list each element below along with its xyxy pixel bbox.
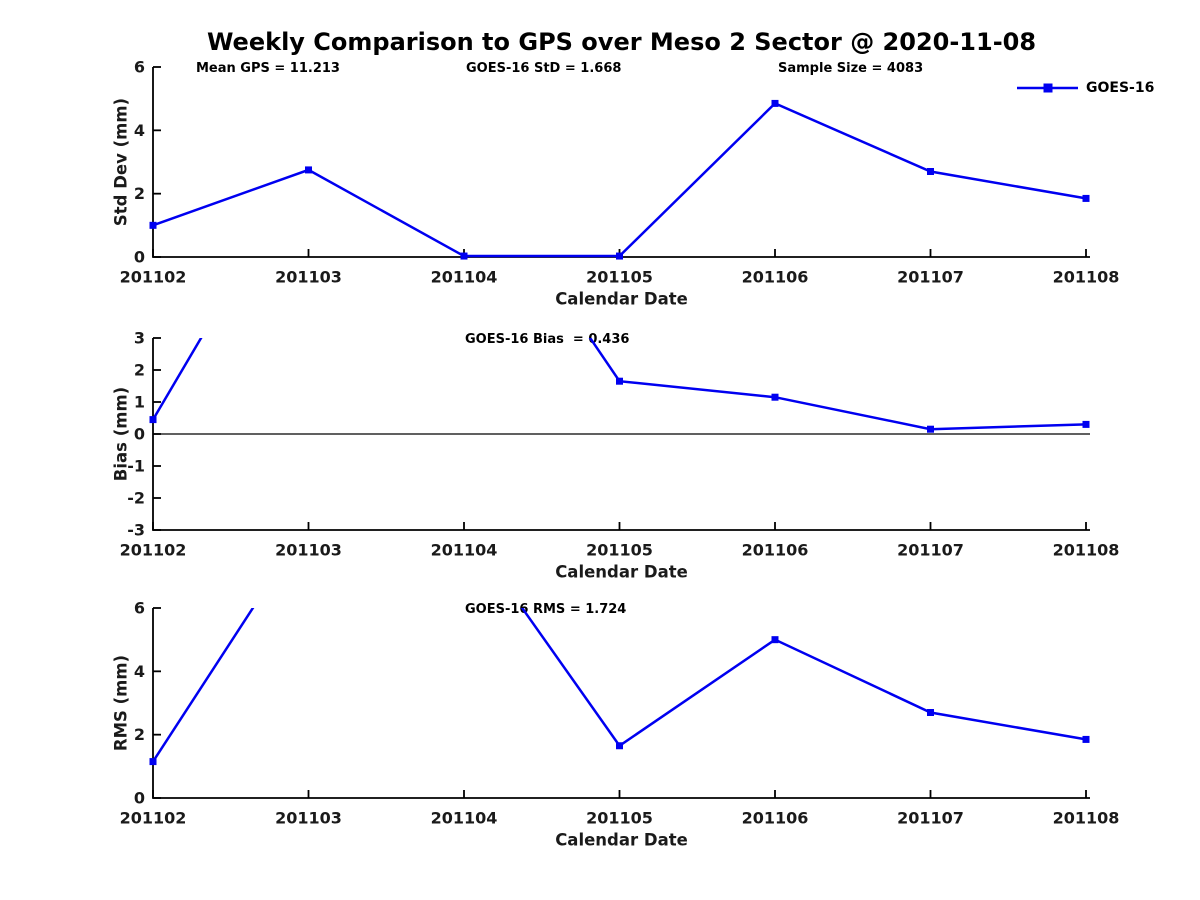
- x-tick-label: 201107: [897, 541, 964, 560]
- x-tick-label: 201104: [431, 541, 498, 560]
- x-tick-label: 201105: [586, 809, 653, 828]
- annotation: GOES-16 RMS = 1.724: [465, 602, 626, 617]
- x-tick-label: 201106: [742, 541, 809, 560]
- x-tick-label: 201105: [586, 268, 653, 287]
- x-axis-label: Calendar Date: [555, 290, 688, 309]
- y-tick-label: -2: [127, 489, 145, 508]
- x-tick-label: 201102: [120, 809, 187, 828]
- x-tick-label: 201106: [742, 268, 809, 287]
- y-tick-label: 0: [134, 425, 145, 444]
- data-point-marker: [1082, 735, 1090, 743]
- chart-rms: 0 2 4 6 201102 201103 201104 201105 201106 201107…: [112, 599, 1120, 850]
- y-tick-label: 4: [134, 121, 145, 140]
- data-point-marker: [927, 425, 934, 433]
- legend-label: GOES-16: [1086, 80, 1154, 96]
- data-point-marker: [461, 149, 468, 156]
- x-axis-label: Calendar Date: [555, 831, 688, 850]
- x-tick-label: 201102: [120, 268, 187, 287]
- x-tick-label: 201107: [897, 809, 964, 828]
- y-tick-label: 6: [134, 599, 145, 618]
- x-tick-label: 201106: [742, 809, 809, 828]
- annotation: Mean GPS = 11.213: [196, 61, 340, 76]
- y-tick-label: 6: [134, 58, 145, 77]
- data-point-marker: [149, 416, 157, 424]
- annotation: GOES-16 StD = 1.668: [466, 61, 621, 76]
- x-tick-label: 201104: [431, 268, 498, 287]
- data-point-marker: [460, 252, 468, 260]
- axes: [152, 608, 1090, 799]
- legend: GOES-16: [1017, 80, 1154, 96]
- data-point-marker: [616, 377, 623, 385]
- y-tick-label: 0: [134, 248, 145, 267]
- data-point-marker: [927, 168, 934, 175]
- y-tick-label: -3: [127, 521, 145, 540]
- y-tick-label: 2: [134, 184, 145, 203]
- data-point-marker: [771, 636, 779, 644]
- x-tick-label: 201108: [1053, 541, 1120, 560]
- series-line: [152, 101, 1087, 258]
- legend-marker: [1043, 83, 1053, 93]
- data-point-marker: [616, 252, 623, 260]
- y-tick-label: 1: [134, 393, 145, 412]
- data-point-marker: [771, 99, 779, 107]
- data-point-marker: [616, 742, 623, 750]
- y-tick-label: 2: [134, 725, 145, 744]
- chart-std-dev: 0 2 4 6 201102 201103 201104 201105 201106 201107…: [112, 58, 1155, 309]
- y-tick-label: 3: [134, 329, 145, 348]
- x-tick-label: 201108: [1053, 809, 1120, 828]
- data-point-marker: [1082, 194, 1090, 202]
- y-tick-label: 4: [134, 662, 145, 681]
- data-point-marker: [305, 166, 312, 174]
- figure-title: Weekly Comparison to GPS over Meso 2 Sec…: [206, 28, 1037, 56]
- axes: [152, 67, 1090, 258]
- x-tick-label: 201103: [275, 541, 342, 560]
- y-axis-label: RMS (mm): [112, 655, 131, 751]
- annotation: GOES-16 Bias = 0.436: [465, 332, 629, 347]
- data-point-marker: [771, 393, 779, 401]
- data-point-marker: [305, 152, 312, 159]
- x-axis-label: Calendar Date: [555, 563, 688, 582]
- x-tick-label: 201105: [586, 541, 653, 560]
- data-point-marker: [927, 709, 934, 716]
- data-point-marker: [149, 221, 157, 229]
- x-tick-label: 201107: [897, 268, 964, 287]
- annotation: Sample Size = 4083: [778, 61, 923, 76]
- x-tick-label: 201104: [431, 809, 498, 828]
- x-tick-label: 201103: [275, 809, 342, 828]
- data-point-marker: [149, 758, 157, 766]
- x-tick-label: 201108: [1053, 268, 1120, 287]
- x-tick-label: 201103: [275, 268, 342, 287]
- data-point-marker: [1082, 420, 1090, 428]
- x-tick-label: 201102: [120, 541, 187, 560]
- y-tick-label: 0: [134, 789, 145, 808]
- y-tick-label: -1: [127, 457, 145, 476]
- y-axis-label: Bias (mm): [112, 387, 131, 481]
- y-tick-label: 2: [134, 361, 145, 380]
- y-axis-label: Std Dev (mm): [112, 98, 131, 226]
